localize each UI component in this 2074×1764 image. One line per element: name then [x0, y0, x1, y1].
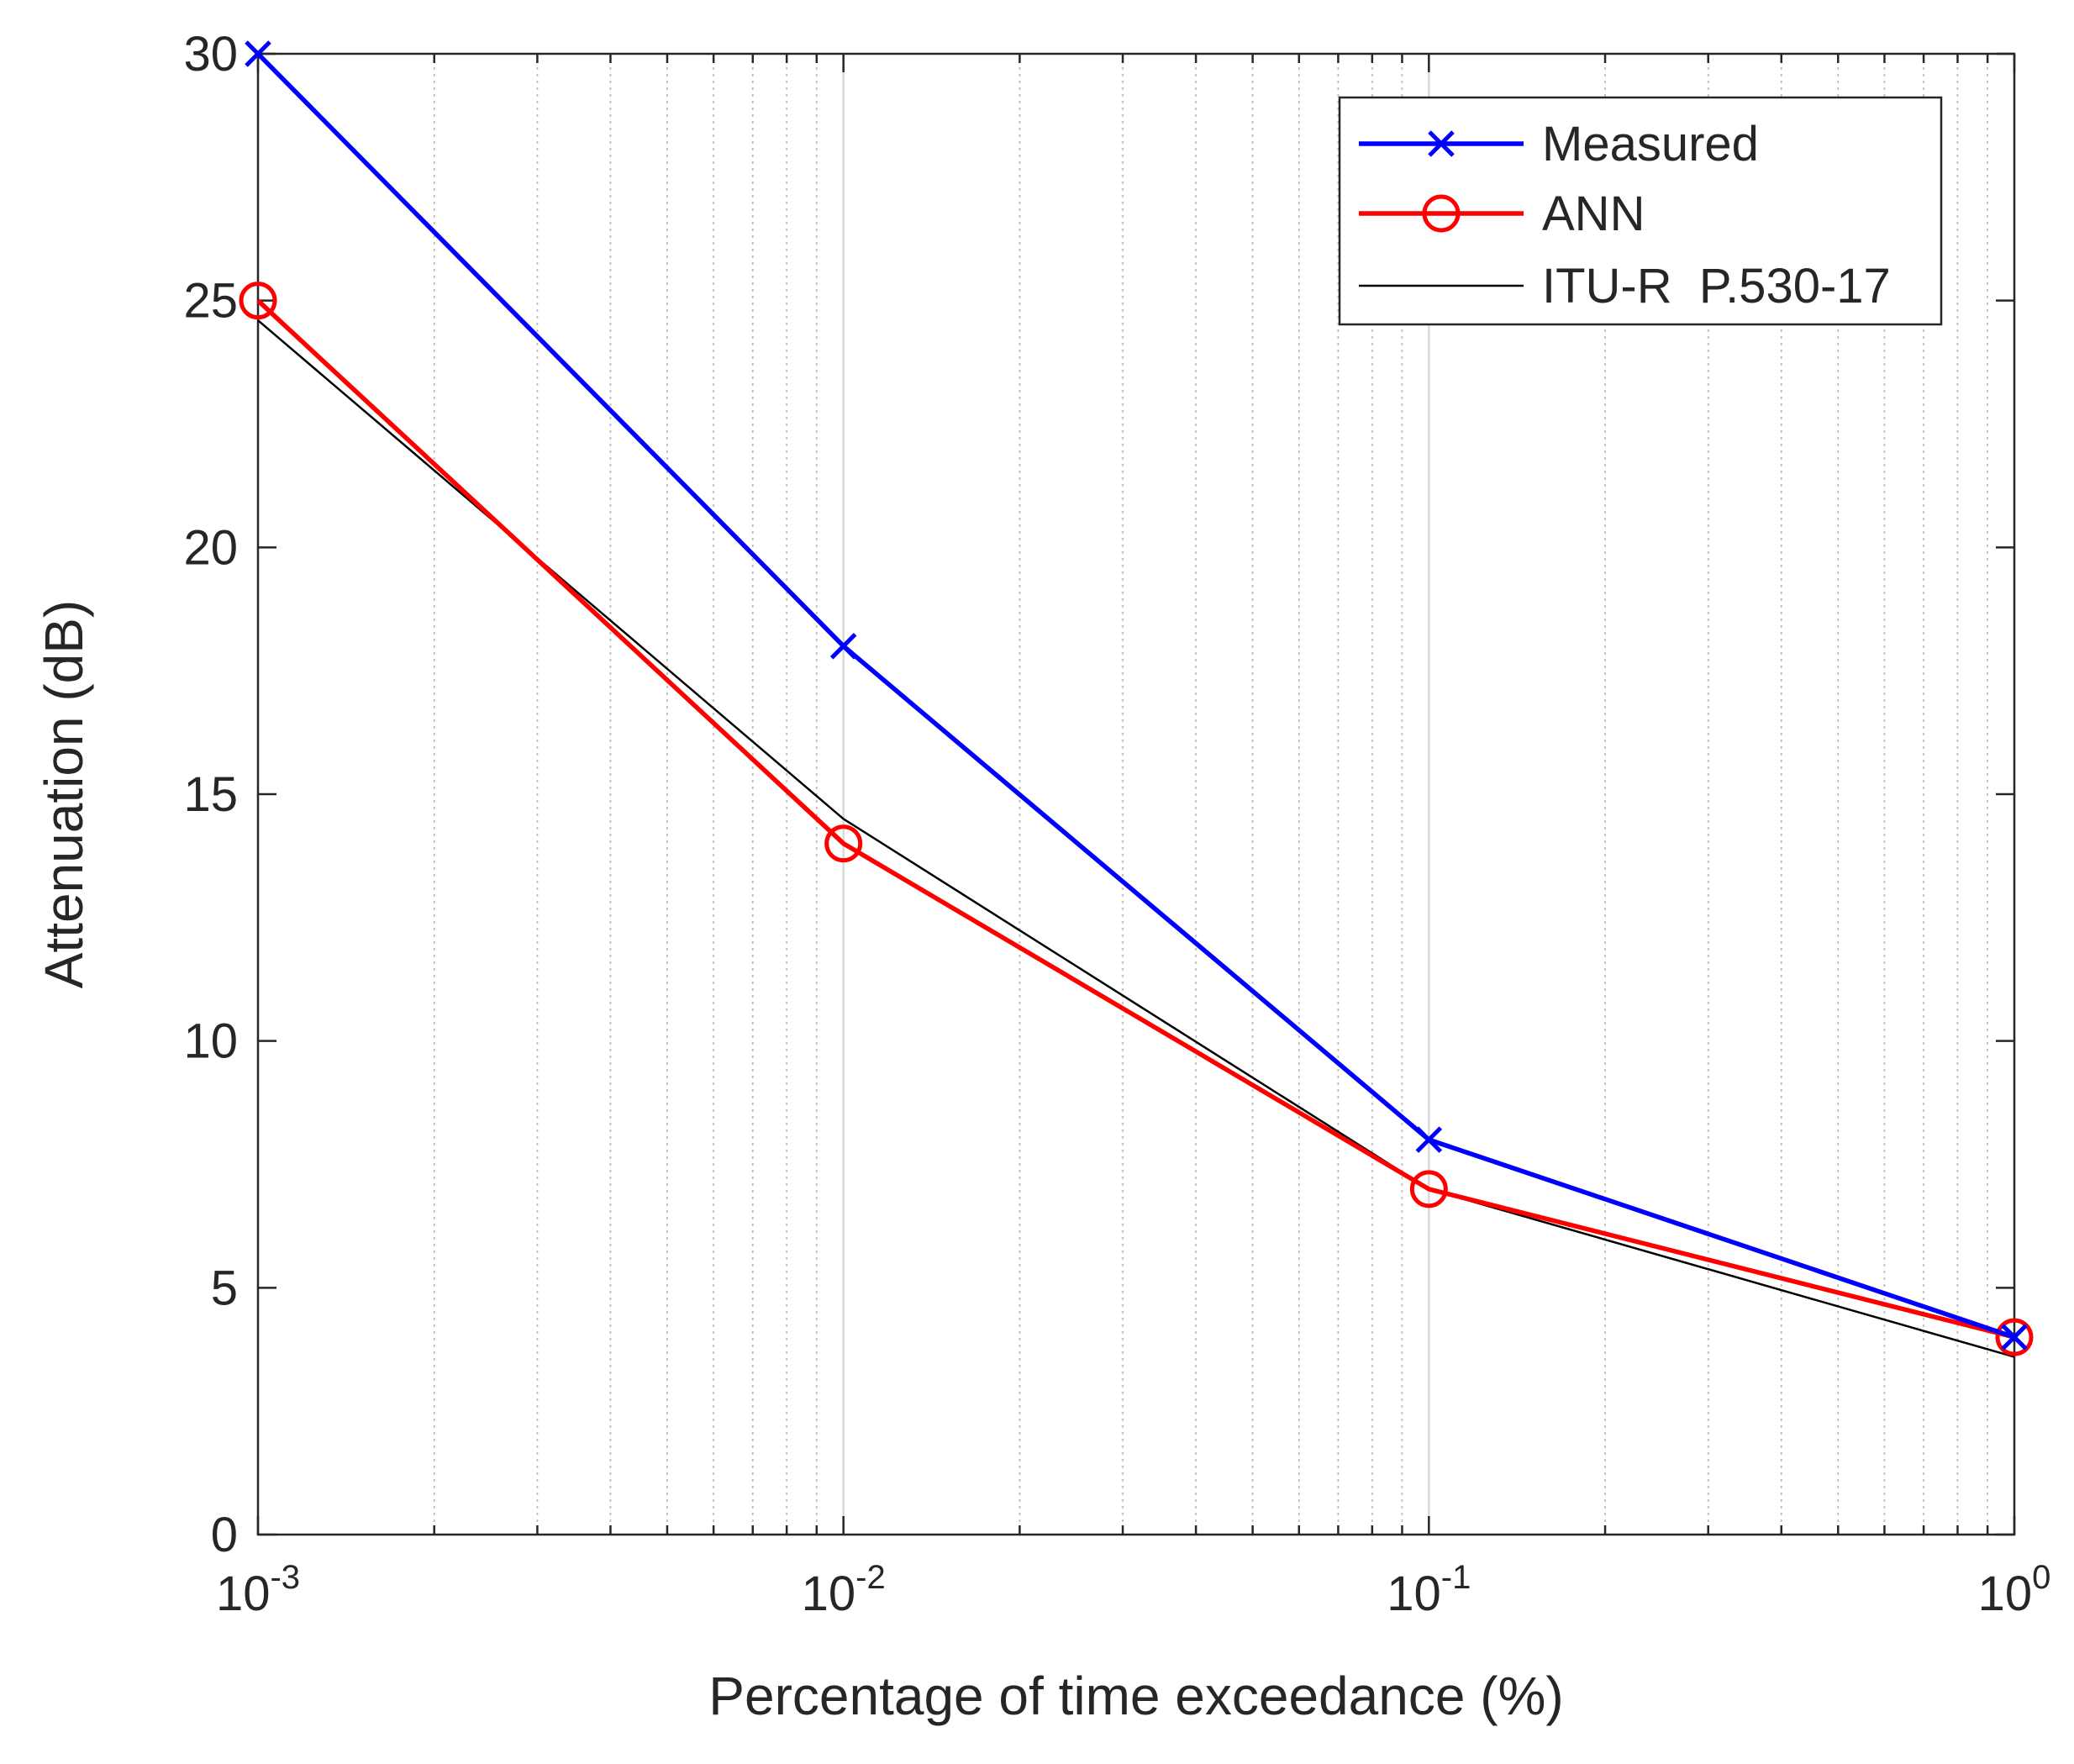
data-point: [239, 282, 277, 320]
data-point-stroke: [2001, 1324, 2028, 1351]
x-tick-label: 10-2: [802, 1559, 886, 1621]
legend-label: Measured: [1542, 117, 1759, 171]
x-tick-label: 10-3: [216, 1559, 300, 1621]
data-point: [245, 40, 271, 67]
legend-entry: ANN: [1359, 187, 1645, 241]
legend-entry: ITU-R P.530-17: [1359, 259, 1891, 313]
grid-layer: [433, 54, 1989, 1535]
data-point: [1995, 1318, 2034, 1356]
y-tick-label: 15: [183, 767, 238, 822]
y-tick-label: 5: [211, 1261, 238, 1315]
y-tick-label: 10: [183, 1014, 238, 1069]
legend-marker: [1422, 194, 1461, 233]
data-point-stroke: [829, 633, 857, 660]
legend-marker-stroke: [1428, 130, 1455, 157]
data-point: [2001, 1324, 2028, 1351]
data-point-stroke: [245, 40, 271, 67]
legend-label: ITU-R P.530-17: [1542, 259, 1891, 313]
y-axis-label: Attenuation (dB): [34, 600, 94, 989]
legend-label: ANN: [1542, 187, 1645, 241]
y-tick-label: 30: [183, 27, 238, 82]
x-axis-label: Percentage of time exceedance (%): [708, 1666, 1563, 1726]
data-point: [829, 633, 857, 660]
data-point: [824, 824, 863, 863]
legend-entry: Measured: [1359, 117, 1759, 171]
series-ann: [239, 282, 2034, 1356]
legend-marker: [1428, 130, 1455, 157]
x-tick-label: 100: [1978, 1559, 2051, 1621]
series-line: [256, 52, 2015, 1340]
series-measured: [245, 40, 2028, 1351]
y-tick-label: 0: [211, 1508, 238, 1562]
legend: Measured ANN ITU-R P.530-17: [1338, 96, 1943, 326]
series-layer: [239, 40, 2034, 1358]
data-point: [1415, 1126, 1443, 1153]
series-line: [256, 298, 2015, 1340]
x-tick-label: 10-1: [1387, 1559, 1471, 1621]
data-point: [1409, 1170, 1448, 1208]
y-tick-label: 20: [183, 520, 238, 575]
y-tick-label: 25: [183, 274, 238, 329]
data-point-stroke: [1415, 1126, 1443, 1153]
